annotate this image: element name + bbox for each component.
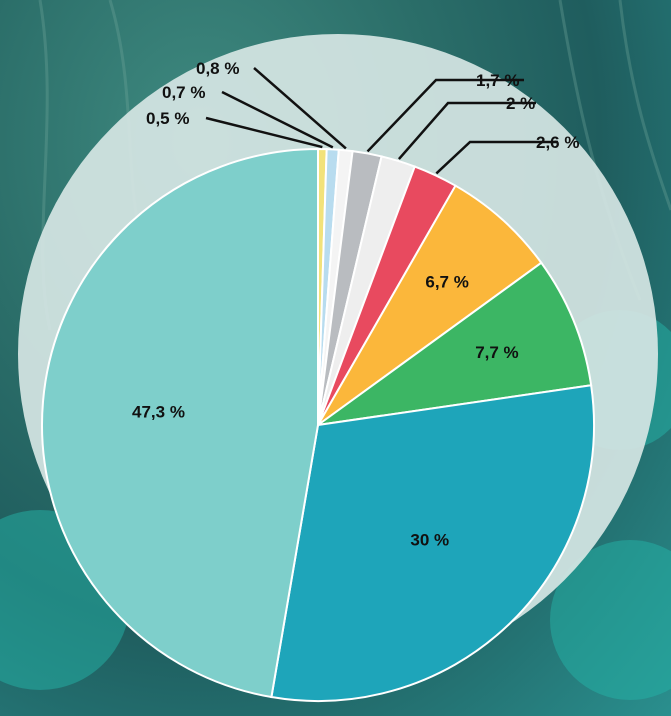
slice-label-8: 30 % — [410, 531, 449, 550]
leader-line-4 — [397, 101, 536, 160]
pie-slice-6 — [317, 184, 543, 426]
slice-label-3: 1,7 % — [476, 71, 519, 90]
slice-label-6: 6,7 % — [425, 272, 468, 291]
slice-label-4: 2 % — [506, 94, 535, 113]
leader-line-0 — [205, 116, 323, 149]
pie-slice-9 — [41, 147, 319, 699]
slice-label-1: 0,7 % — [162, 83, 205, 102]
slice-label-2: 0,8 % — [196, 59, 239, 78]
pie-slice-8 — [270, 384, 595, 702]
pie-slice-7 — [317, 261, 593, 426]
slice-label-0: 0,5 % — [146, 109, 189, 128]
leader-line-2 — [253, 67, 347, 150]
slice-label-7: 7,7 % — [475, 343, 518, 362]
leader-line-5 — [435, 140, 558, 175]
leader-line-3 — [366, 78, 524, 153]
leader-line-1 — [221, 90, 334, 149]
slice-label-5: 2,6 % — [536, 133, 579, 152]
slice-label-9: 47,3 % — [132, 402, 185, 421]
